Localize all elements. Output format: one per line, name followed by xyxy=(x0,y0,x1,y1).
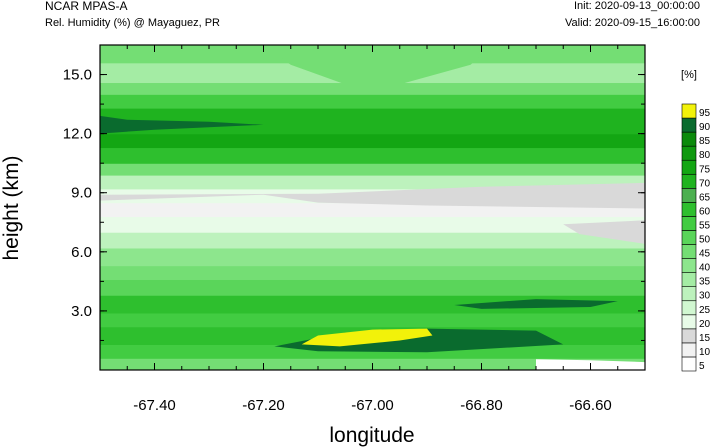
axis-ticks xyxy=(99,44,646,371)
colorbar-label: 30 xyxy=(699,291,711,302)
colorbar-box-35 xyxy=(681,272,697,287)
contour-band-13 xyxy=(100,163,645,176)
contour-band-16 xyxy=(100,108,645,135)
contour-feature-7 xyxy=(263,45,493,85)
colorbar-box-15 xyxy=(681,328,697,344)
colorbar-label: 75 xyxy=(699,164,711,175)
colorbar-box-5 xyxy=(681,356,697,372)
y-tick-label: 15.0 xyxy=(63,67,92,84)
colorbar-box-75 xyxy=(681,159,697,175)
colorbar-box-55 xyxy=(681,216,697,231)
colorbar-label: 50 xyxy=(699,235,711,246)
colorbar-box-80 xyxy=(681,145,697,161)
colorbar-label: 65 xyxy=(699,192,711,203)
y-axis-title: height (km) xyxy=(0,155,23,260)
field-title: Rel. Humidity (%) @ Mayaguez, PR xyxy=(45,17,220,29)
y-tick-label: 6.0 xyxy=(71,244,92,261)
colorbar-box-85 xyxy=(681,131,697,147)
colorbar-box-10 xyxy=(681,342,697,358)
contour-feature-3 xyxy=(454,299,618,309)
contour-band-12 xyxy=(100,175,645,190)
colorbar-box-40 xyxy=(681,258,697,273)
x-tick-label: -66.60 xyxy=(569,397,612,414)
contour-band-4 xyxy=(100,295,645,314)
colorbar-box-30 xyxy=(681,286,697,302)
contour-feature-1 xyxy=(563,220,645,244)
contour-feature-2 xyxy=(100,115,264,134)
contour-feature-5 xyxy=(301,328,433,347)
colorbar-box-70 xyxy=(681,173,697,189)
y-tick-label: 9.0 xyxy=(71,185,92,202)
colorbar: 5 10 15 20 25 30 35 40 45 50 55 60 65 70 75 80 85 90 95 xyxy=(681,103,711,372)
init-time: Init: 2020-09-13_00:00:00 xyxy=(574,0,700,12)
colorbar-label: 20 xyxy=(699,319,711,330)
contour-fills xyxy=(100,45,645,370)
x-tick-label: -66.80 xyxy=(460,397,503,414)
colorbar-box-25 xyxy=(681,300,697,316)
contour-band-15 xyxy=(100,133,645,149)
x-tick-label: -67.40 xyxy=(133,397,176,414)
x-tick-label: -67.20 xyxy=(242,397,285,414)
colorbar-label: 55 xyxy=(699,220,711,231)
colorbar-box-45 xyxy=(681,244,697,259)
colorbar-label: 15 xyxy=(699,333,711,344)
colorbar-box-20 xyxy=(681,314,697,330)
contour-feature-0 xyxy=(100,182,645,209)
colorbar-label: 5 xyxy=(699,361,705,372)
colorbar-label: 10 xyxy=(699,347,711,358)
colorbar-label: 80 xyxy=(699,150,711,161)
contour-band-14 xyxy=(100,147,645,164)
model-title: NCAR MPAS-A xyxy=(45,0,128,13)
colorbar-label: 35 xyxy=(699,277,711,288)
colorbar-label: 70 xyxy=(699,178,711,189)
contour-band-7 xyxy=(100,247,645,267)
colorbar-label: 25 xyxy=(699,305,711,316)
contour-band-18 xyxy=(100,82,645,95)
colorbar-label: 40 xyxy=(699,263,711,274)
colorbar-box-95 xyxy=(681,103,697,119)
x-tick-label: -67.00 xyxy=(351,397,394,414)
colorbar-box-65 xyxy=(681,188,697,203)
axis-tick-labels: -67.40 -67.20 -67.00 -66.80 -66.60 3.0 6.0 9.0 1… xyxy=(63,67,612,414)
y-tick-label: 12.0 xyxy=(63,126,92,143)
valid-time: Valid: 2020-09-15_16:00:00 xyxy=(565,17,700,29)
contour-band-8 xyxy=(100,232,645,249)
contour-band-3 xyxy=(100,312,645,328)
contour-band-5 xyxy=(100,279,645,296)
contour-band-17 xyxy=(100,94,645,109)
colorbar-box-50 xyxy=(681,230,697,245)
contour-band-9 xyxy=(100,216,645,233)
colorbar-label: 90 xyxy=(699,122,711,133)
y-tick-label: 3.0 xyxy=(71,303,92,320)
colorbar-box-60 xyxy=(681,202,697,217)
colorbar-unit: [%] xyxy=(681,69,697,81)
x-axis-title: longitude xyxy=(329,424,414,447)
colorbar-box-90 xyxy=(681,117,697,133)
colorbar-label: 45 xyxy=(699,249,711,260)
colorbar-label: 95 xyxy=(699,108,711,119)
colorbar-label: 85 xyxy=(699,136,711,147)
colorbar-label: 60 xyxy=(699,206,711,217)
contour-band-6 xyxy=(100,265,645,280)
